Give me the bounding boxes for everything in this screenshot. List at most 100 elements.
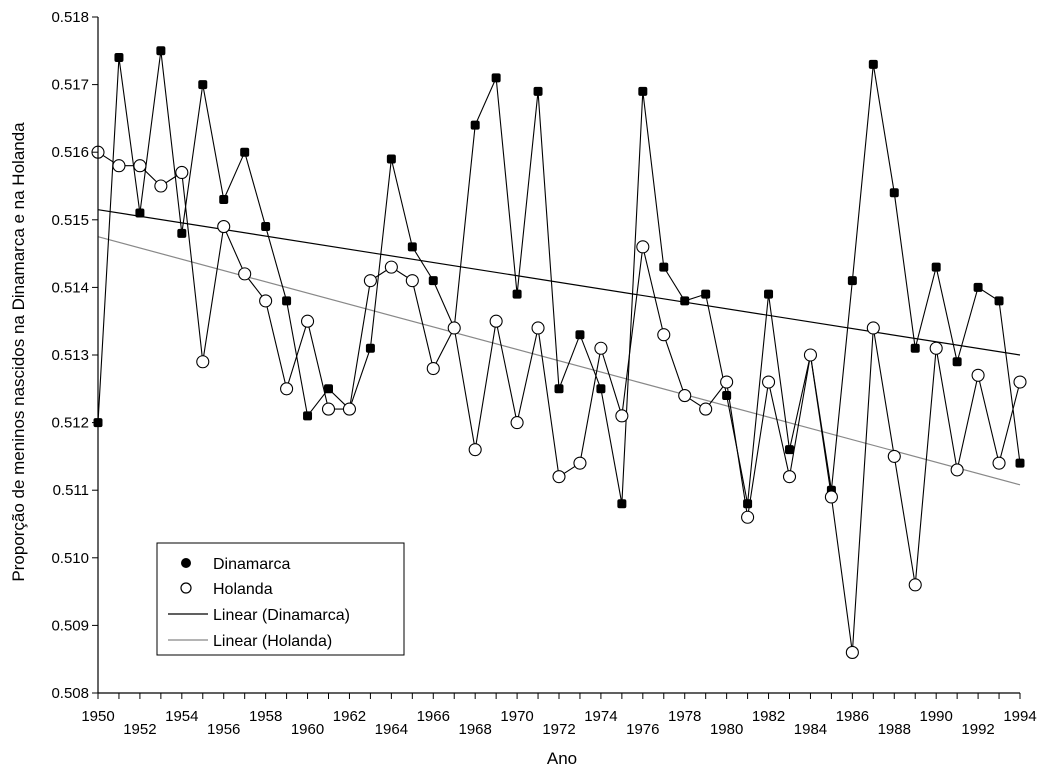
- x-tick-label: 1984: [794, 721, 827, 738]
- data-point-holanda: [615, 409, 629, 423]
- data-point-holanda: [741, 510, 755, 524]
- legend-label-linear-holanda: Linear (Holanda): [213, 633, 332, 650]
- data-point-holanda: [112, 159, 126, 173]
- x-tick-label: 1978: [668, 708, 701, 725]
- x-tick-label: 1974: [584, 708, 617, 725]
- data-point-dinamarca: [680, 296, 690, 306]
- data-point-dinamarca: [428, 276, 438, 286]
- x-tick-label: 1982: [752, 708, 785, 725]
- data-point-dinamarca: [910, 343, 920, 353]
- x-tick-label: 1950: [81, 708, 114, 725]
- data-point-holanda: [552, 470, 566, 484]
- x-axis-label: Ano: [547, 749, 577, 768]
- data-point-dinamarca: [596, 384, 606, 394]
- x-tick-label: 1988: [878, 721, 911, 738]
- data-point-holanda: [1013, 375, 1027, 389]
- series-line-dinamarca: [97, 50, 1021, 504]
- data-point-holanda: [300, 314, 315, 328]
- data-point-holanda: [803, 348, 818, 362]
- data-point-dinamarca: [868, 59, 878, 69]
- x-tick-label: 1992: [961, 721, 994, 738]
- data-point-dinamarca: [282, 296, 292, 306]
- trendline-linear-dinamarca: [97, 209, 1021, 356]
- data-point-holanda: [447, 321, 461, 335]
- data-point-dinamarca: [722, 391, 732, 401]
- x-tick-label: 1972: [542, 721, 575, 738]
- data-point-dinamarca: [638, 86, 648, 96]
- data-point-dinamarca: [114, 53, 124, 63]
- data-point-holanda: [405, 274, 419, 288]
- data-point-holanda: [426, 361, 440, 376]
- data-point-dinamarca: [847, 276, 857, 286]
- y-tick-label: 0.508: [51, 685, 89, 702]
- data-point-holanda: [259, 294, 273, 308]
- data-point-holanda: [845, 645, 859, 659]
- data-point-holanda: [217, 220, 231, 234]
- data-point-holanda: [594, 341, 608, 355]
- data-point-dinamarca: [219, 195, 229, 205]
- data-point-holanda: [992, 456, 1006, 470]
- x-tick-label: 1964: [375, 721, 408, 738]
- data-point-holanda: [866, 321, 880, 335]
- data-point-dinamarca: [261, 222, 271, 232]
- data-point-holanda: [782, 470, 797, 484]
- data-point-dinamarca: [554, 384, 564, 394]
- data-point-holanda: [678, 389, 692, 403]
- legend-marker-dinamarca: [181, 558, 191, 568]
- data-point-holanda: [699, 402, 713, 416]
- data-point-holanda: [154, 179, 168, 193]
- data-point-holanda: [321, 402, 336, 416]
- x-tick-label: 1952: [123, 721, 156, 738]
- legend-marker-holanda: [180, 582, 192, 594]
- data-point-dinamarca: [240, 147, 250, 157]
- data-point-dinamarca: [407, 242, 417, 252]
- data-point-dinamarca: [743, 499, 753, 509]
- plot-area: [91, 46, 1027, 659]
- y-axis-label: Proporção de meninos nascidos na Dinamar…: [9, 122, 28, 582]
- x-tick-label: 1960: [291, 721, 324, 738]
- data-point-dinamarca: [973, 282, 983, 292]
- y-tick-label: 0.513: [51, 347, 89, 364]
- data-point-dinamarca: [617, 499, 627, 509]
- legend-label-holanda: Holanda: [213, 581, 273, 598]
- y-tick-label: 0.512: [51, 415, 89, 432]
- y-tick-label: 0.514: [51, 279, 89, 296]
- x-tick-label: 1980: [710, 721, 743, 738]
- data-point-holanda: [510, 416, 524, 430]
- data-point-holanda: [175, 165, 189, 180]
- data-point-dinamarca: [324, 384, 333, 394]
- data-point-holanda: [363, 274, 377, 288]
- data-point-holanda: [238, 267, 252, 281]
- data-point-holanda: [384, 260, 398, 274]
- data-point-dinamarca: [135, 208, 145, 218]
- data-point-dinamarca: [365, 343, 375, 353]
- data-point-dinamarca: [952, 357, 962, 367]
- data-point-holanda: [657, 328, 671, 342]
- y-tick-label: 0.518: [51, 9, 89, 26]
- data-point-holanda: [824, 490, 838, 504]
- data-point-dinamarca: [491, 73, 501, 83]
- data-point-dinamarca: [785, 445, 794, 455]
- x-tick-label: 1970: [500, 708, 533, 725]
- data-point-holanda: [929, 341, 943, 355]
- data-point-dinamarca: [156, 46, 166, 56]
- x-tick-label: 1966: [417, 708, 450, 725]
- y-tick-label: 0.509: [51, 617, 89, 634]
- data-point-holanda: [950, 463, 964, 477]
- y-tick-label: 0.517: [51, 77, 89, 94]
- data-point-holanda: [971, 368, 985, 382]
- data-point-dinamarca: [659, 262, 669, 272]
- legend-box: [156, 542, 405, 656]
- x-tick-label: 1962: [333, 708, 366, 725]
- x-tick-label: 1994: [1003, 708, 1036, 725]
- legend-label-dinamarca: Dinamarca: [213, 556, 290, 573]
- x-tick-label: 1968: [458, 721, 491, 738]
- data-point-holanda: [908, 578, 922, 592]
- y-tick-label: 0.511: [53, 482, 89, 499]
- data-point-holanda: [468, 443, 482, 457]
- data-point-holanda: [133, 159, 147, 173]
- data-point-dinamarca: [1015, 458, 1025, 468]
- data-point-holanda: [196, 355, 210, 369]
- axes: 0.508 0.509 0.510 0.511 0.512 0.513 0.514 0.515…: [51, 9, 1036, 738]
